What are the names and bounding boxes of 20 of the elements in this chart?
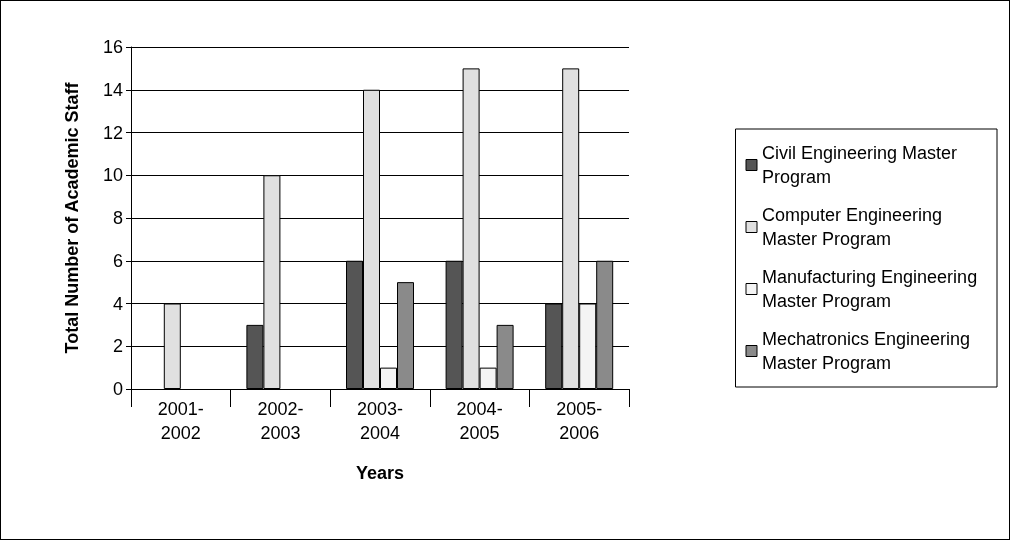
y-tick-label: 4	[112, 293, 123, 314]
y-tick-label: 8	[112, 208, 123, 228]
y-tick-label: 2	[112, 336, 123, 357]
x-tick-label: 2001-2002	[157, 399, 204, 443]
x-tick-label: 2002-2003	[257, 399, 304, 443]
y-tick-label: 6	[112, 250, 123, 271]
legend-label: Civil Engineering Master Program	[762, 143, 963, 187]
x-axis-title: Years	[355, 463, 405, 483]
legend-label: Computer Engineering Master Program	[762, 205, 948, 249]
x-tick-label: 2004-2005	[456, 399, 503, 443]
y-tick-label: 10	[102, 165, 123, 186]
legend-label: Manufacturing Engineering Master Program	[762, 267, 983, 311]
y-tick-label: 16	[102, 37, 123, 57]
y-axis-title: Total Number of Academic Staff	[62, 81, 82, 354]
legend-label: Mechatronics Engineering Master Program	[762, 329, 976, 373]
y-tick-label: 0	[112, 379, 123, 399]
x-tick-label: 2005-2006	[556, 399, 603, 443]
x-tick-label: 2003-2004	[356, 399, 404, 443]
y-tick-label: 12	[102, 122, 123, 143]
y-tick-label: 14	[102, 79, 123, 100]
